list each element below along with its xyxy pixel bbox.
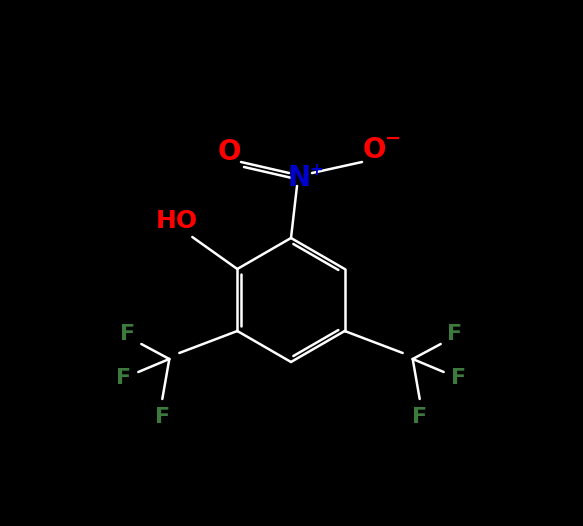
Text: F: F	[447, 324, 462, 344]
Text: F: F	[116, 368, 131, 388]
Text: N: N	[287, 164, 311, 192]
Text: O: O	[217, 138, 241, 166]
Text: F: F	[412, 407, 427, 427]
Text: +: +	[309, 161, 323, 179]
Text: F: F	[451, 368, 466, 388]
Text: −: −	[385, 128, 401, 147]
Text: F: F	[154, 407, 170, 427]
Text: HO: HO	[156, 209, 198, 233]
Text: F: F	[120, 324, 135, 344]
Text: O: O	[362, 136, 386, 164]
